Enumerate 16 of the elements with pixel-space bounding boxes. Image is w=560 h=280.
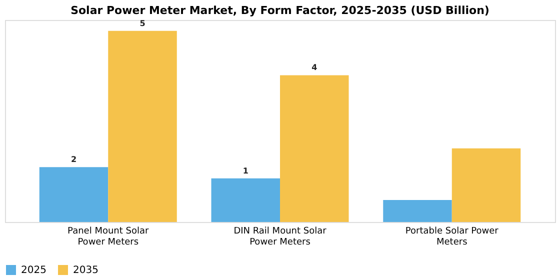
chart-title: Solar Power Meter Market, By Form Factor, 2025-2035 (USD Billion) [70, 4, 490, 17]
data-label: 4 [312, 63, 318, 72]
bar [108, 30, 177, 222]
data-label: 1 [242, 166, 249, 176]
data-label: 2 [70, 155, 77, 164]
x-tick-label: Portable Solar Power Meters [405, 226, 499, 248]
data-label: 5 [140, 18, 146, 28]
bar [211, 178, 280, 222]
legend-label: 2025 [21, 265, 46, 276]
bar [39, 167, 108, 222]
x-tick-label: DIN Rail Mount Solar Power Meters [234, 226, 327, 248]
bar [383, 200, 452, 222]
x-tick-label: Panel Mount Solar Power Meters [68, 226, 149, 248]
bar [452, 148, 521, 222]
legend-label: 2035 [73, 265, 98, 276]
bar [280, 75, 349, 222]
